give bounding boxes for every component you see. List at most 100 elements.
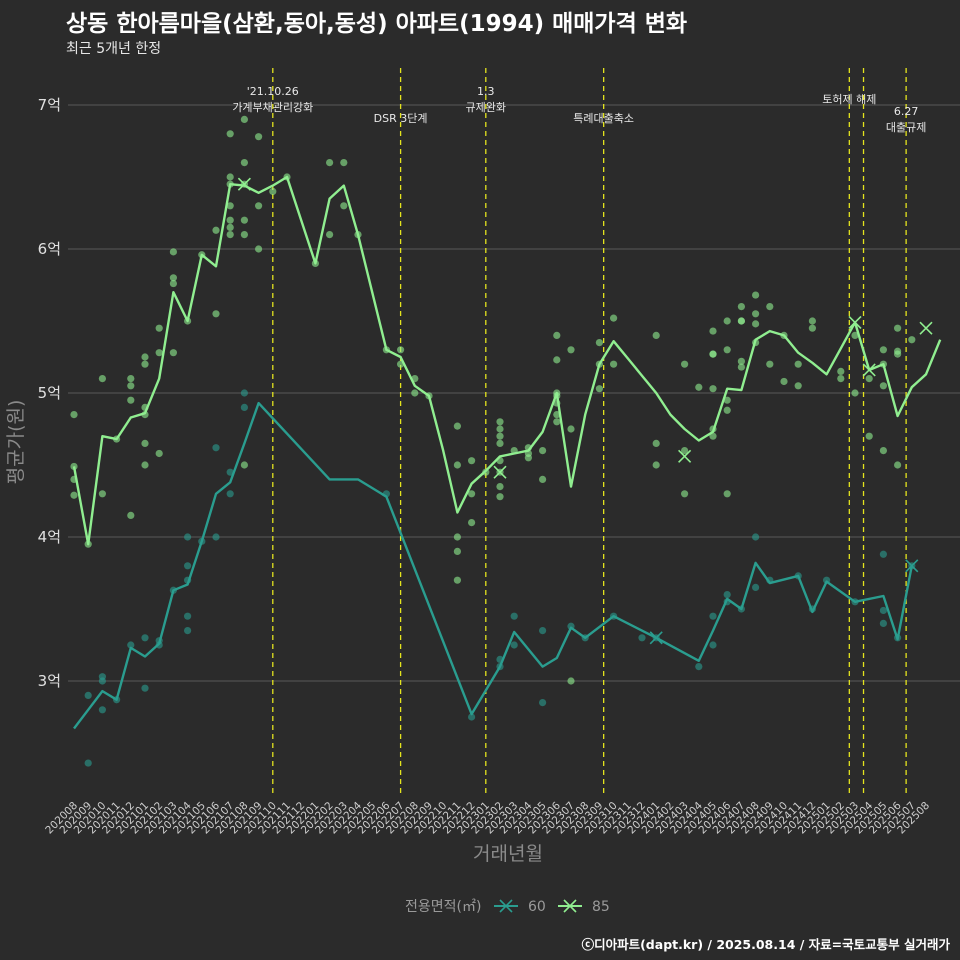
point-60-1 — [84, 759, 92, 767]
chart-title: 상동 한아름마을(삼환,동아,동성) 아파트(1994) 매매가격 변화 — [66, 11, 688, 37]
legend-key-60-cross — [499, 899, 513, 913]
y-tick-label-6: 6억 — [38, 240, 61, 258]
point-85-74 — [496, 483, 504, 491]
event-label-2-0: 1.3 — [477, 85, 495, 98]
point-85-17 — [141, 461, 149, 469]
point-85-29 — [226, 130, 234, 138]
point-60-7 — [141, 634, 149, 642]
point-85-138 — [879, 346, 888, 354]
point-85-32 — [226, 202, 234, 210]
point-85-70 — [496, 432, 504, 440]
event-label-6-0: 6.27 — [894, 105, 919, 118]
point-85-0 — [70, 411, 78, 419]
point-85-64 — [468, 457, 476, 465]
y-tick-label-4: 4억 — [38, 528, 61, 546]
line-series-85 — [72, 175, 942, 546]
point-85-65 — [468, 490, 476, 498]
point-85-54 — [397, 346, 405, 354]
highlight-85-0 — [237, 177, 251, 191]
point-85-117 — [737, 317, 746, 325]
point-85-21 — [169, 248, 177, 256]
point-85-132 — [837, 367, 845, 375]
point-85-119 — [737, 363, 746, 371]
point-85-140 — [879, 382, 888, 390]
point-85-134 — [851, 331, 859, 339]
point-85-13 — [141, 360, 149, 368]
line-series-60 — [73, 401, 913, 730]
y-axis-title: 평균가(원) — [5, 400, 27, 485]
point-85-16 — [141, 439, 149, 447]
point-85-101 — [681, 447, 689, 455]
point-85-81 — [539, 475, 547, 483]
highlight-85-2 — [678, 449, 692, 463]
point-60-52 — [879, 619, 888, 628]
point-85-110 — [723, 317, 731, 325]
point-85-30 — [226, 173, 234, 181]
point-85-127 — [780, 377, 788, 386]
point-85-79 — [524, 454, 533, 462]
point-85-22 — [169, 274, 177, 282]
highlight-85-4 — [862, 363, 876, 377]
point-60-15 — [184, 612, 192, 620]
point-85-103 — [695, 383, 703, 391]
point-85-24 — [169, 349, 177, 357]
point-85-6 — [98, 490, 106, 498]
point-85-98 — [652, 439, 660, 447]
point-85-111 — [723, 346, 731, 354]
point-85-19 — [155, 349, 163, 357]
point-85-18 — [155, 324, 163, 332]
point-85-44 — [255, 245, 263, 253]
point-85-113 — [723, 406, 731, 414]
point-60-50 — [879, 550, 888, 558]
point-60-2 — [98, 706, 106, 714]
event-label-1-0: DSR 3단계 — [374, 112, 428, 125]
point-85-124 — [766, 303, 774, 311]
point-85-89 — [567, 346, 575, 354]
point-85-34 — [226, 223, 234, 231]
point-85-88 — [553, 418, 561, 426]
point-85-60 — [453, 461, 461, 469]
legend: 전용면적(㎡) 60 85 — [405, 899, 610, 915]
point-60-6 — [127, 641, 135, 649]
point-85-142 — [894, 324, 902, 332]
point-85-71 — [496, 439, 504, 447]
point-85-49 — [326, 231, 334, 239]
point-85-131 — [808, 324, 817, 332]
point-85-144 — [894, 350, 902, 358]
highlight-85-3 — [848, 315, 862, 330]
point-85-50 — [340, 159, 348, 167]
point-60-43 — [752, 583, 760, 592]
event-label-0-1: 가계부채관리강화 — [232, 101, 313, 114]
point-85-92 — [595, 339, 604, 347]
point-85-94 — [595, 385, 604, 393]
grid-lines — [68, 104, 960, 682]
point-85-90 — [567, 425, 575, 433]
point-85-41 — [240, 461, 248, 469]
point-85-122 — [752, 320, 760, 328]
scatter-points — [70, 115, 916, 767]
point-85-100 — [681, 360, 689, 368]
y-tick-label-7: 7억 — [38, 96, 61, 114]
point-60-14 — [184, 533, 192, 541]
point-85-40 — [240, 231, 248, 239]
point-60-22 — [240, 389, 248, 397]
point-85-39 — [240, 216, 248, 224]
x-axis-ticks: 2020082020092020102020112020122021012021… — [43, 799, 932, 836]
point-85-91 — [567, 677, 575, 685]
point-85-43 — [255, 202, 263, 210]
point-85-130 — [808, 317, 817, 325]
legend-label-85: 85 — [592, 899, 610, 915]
point-85-137 — [865, 432, 873, 440]
point-60-13 — [184, 562, 192, 570]
event-label-2-1: 규제완화 — [466, 101, 506, 114]
point-85-12 — [141, 353, 149, 361]
point-85-45 — [269, 187, 277, 195]
point-85-75 — [496, 493, 504, 501]
point-60-4 — [98, 673, 106, 681]
highlight-60-0 — [649, 631, 663, 645]
point-85-69 — [496, 425, 504, 433]
point-60-23 — [240, 403, 248, 411]
point-85-68 — [496, 418, 504, 426]
point-60-51 — [879, 606, 888, 615]
point-85-27 — [212, 226, 220, 234]
